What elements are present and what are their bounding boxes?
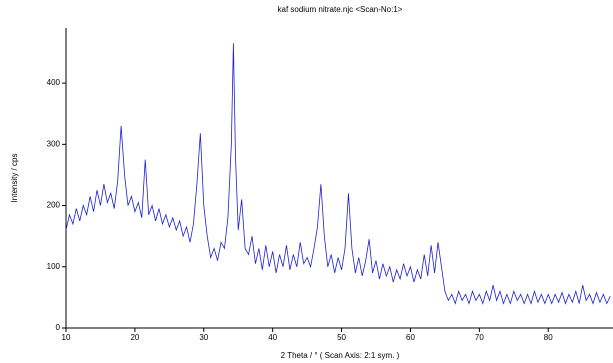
x-tick-label: 50: [337, 333, 346, 342]
x-axis-label: 2 Theta / ° ( Scan Axis: 2:1 sym. ): [281, 351, 400, 360]
x-tick-label: 70: [475, 333, 484, 342]
y-tick-label: 200: [47, 201, 61, 210]
x-tick-label: 10: [62, 333, 71, 342]
y-tick-label: 100: [47, 262, 61, 271]
y-tick-label: 400: [47, 78, 61, 87]
x-tick-label: 30: [199, 333, 208, 342]
x-tick-label: 80: [544, 333, 553, 342]
y-tick-label: 300: [47, 139, 61, 148]
y-tick-label: 0: [56, 323, 61, 332]
x-tick-label: 60: [406, 333, 415, 342]
data-line: [65, 43, 611, 305]
y-axis-label: Intensity / cps: [10, 154, 19, 203]
x-tick-label: 20: [130, 333, 139, 342]
x-tick-label: 40: [268, 333, 277, 342]
chart-title: kaf sodium nitrate.njc <Scan-No:1>: [278, 5, 403, 14]
